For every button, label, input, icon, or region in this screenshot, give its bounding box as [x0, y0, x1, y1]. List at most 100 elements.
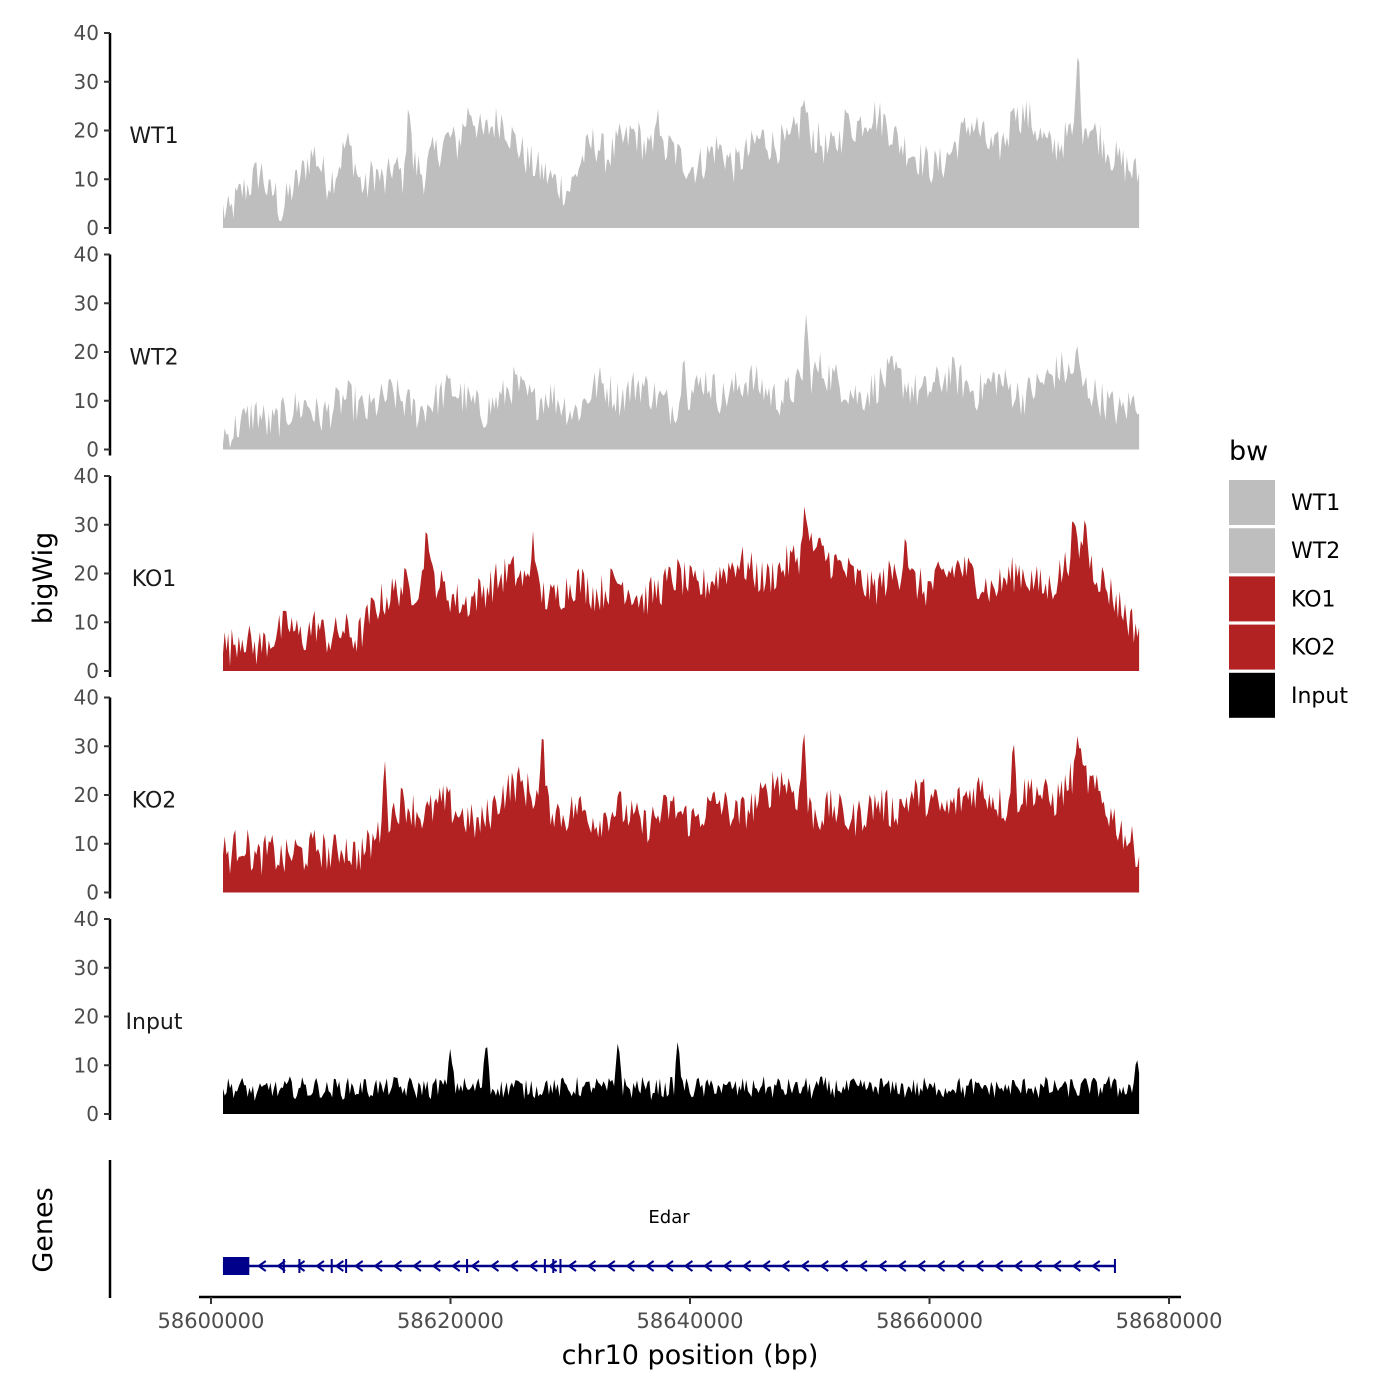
y-tick-label: 10 [74, 389, 99, 413]
y-tick-label: 20 [74, 1005, 99, 1029]
y-tick-label: 20 [74, 119, 99, 143]
gene-exon [222, 1257, 250, 1275]
strand-arrow [392, 1260, 403, 1272]
gene-exon [559, 1259, 562, 1273]
coverage-area-wt1 [223, 57, 1140, 228]
y-tick-label: 10 [74, 1053, 99, 1077]
strand-arrow [528, 1260, 538, 1272]
y-tick-label: 0 [86, 659, 99, 683]
y-tick-label: 0 [86, 216, 99, 240]
coverage-area-wt2 [223, 313, 1140, 450]
x-tick-label: 58680000 [1116, 1309, 1223, 1333]
y-tick-label: 30 [74, 291, 99, 315]
strand-arrow [722, 1260, 732, 1272]
legend-key-wt2 [1229, 528, 1275, 574]
strand-arrow [838, 1260, 849, 1272]
gene-exon [466, 1259, 469, 1273]
x-tick-label: 58620000 [397, 1309, 504, 1333]
strand-arrow [683, 1260, 694, 1272]
track-label: KO1 [132, 567, 177, 592]
strand-arrow [431, 1260, 441, 1272]
y-tick-label: 40 [74, 21, 99, 45]
strand-arrow [257, 1260, 267, 1272]
y-tick-label: 10 [74, 832, 99, 856]
x-tick-label: 58660000 [876, 1309, 983, 1333]
strand-arrow [955, 1260, 965, 1272]
strand-arrow [916, 1260, 926, 1272]
strand-arrow [567, 1260, 577, 1272]
y-tick-label: 10 [74, 167, 99, 191]
strand-arrow [858, 1260, 868, 1272]
strand-arrow [450, 1260, 461, 1272]
gene-exon [543, 1259, 546, 1273]
track-label: WT2 [129, 346, 178, 371]
y-tick-label: 0 [86, 438, 99, 462]
strand-arrow [664, 1260, 674, 1272]
strand-arrow [1032, 1260, 1043, 1272]
track-label: KO2 [132, 789, 177, 814]
legend: bw WT1 WT2 KO1 KO2 Input [1229, 436, 1348, 718]
strand-arrow [353, 1260, 364, 1272]
legend-key-input [1229, 672, 1275, 718]
strand-arrow [1052, 1260, 1062, 1272]
y-tick-label: 30 [74, 513, 99, 537]
y-tick-label: 30 [74, 70, 99, 94]
gene-exon [552, 1259, 555, 1273]
track-wt2: 0 10 20 30 40 WT2 [74, 243, 1140, 462]
legend-key-wt1 [1229, 480, 1275, 525]
x-tick-label: 58600000 [158, 1309, 265, 1333]
gene-exon [298, 1259, 301, 1273]
gene-name-label: Edar [648, 1207, 690, 1228]
strand-arrow [819, 1260, 829, 1272]
bigwig-tracks: 0 10 20 30 40 WT1 0 10 20 30 40 WT2 0 10 20 30 40 KO1 0 10 2… [74, 21, 1140, 1126]
strand-arrow [489, 1260, 500, 1272]
strand-arrow [761, 1260, 771, 1272]
gene-exon [282, 1259, 285, 1273]
y-tick-label: 20 [74, 562, 99, 586]
y-tick-label: 40 [74, 907, 99, 931]
x-tick-label: 58640000 [637, 1309, 744, 1333]
legend-label: KO1 [1291, 587, 1336, 612]
strand-arrow [547, 1260, 558, 1272]
x-axis-title: chr10 position (bp) [562, 1340, 819, 1371]
strand-arrow [1013, 1260, 1023, 1272]
legend-label: WT1 [1291, 491, 1340, 516]
strand-arrow [315, 1260, 325, 1272]
track-wt1: 0 10 20 30 40 WT1 [74, 21, 1140, 240]
y-tick-label: 40 [74, 243, 99, 267]
y-tick-label: 0 [86, 1102, 99, 1126]
strand-arrow [509, 1260, 519, 1272]
strand-arrow [1091, 1260, 1101, 1272]
legend-label: Input [1291, 684, 1348, 709]
y-tick-label: 30 [74, 956, 99, 980]
strand-arrow [800, 1260, 810, 1272]
y-axis-title: bigWig [28, 532, 59, 625]
strand-arrow [606, 1260, 616, 1272]
strand-arrow [994, 1260, 1004, 1272]
strand-arrow [295, 1260, 306, 1272]
track-label: WT1 [129, 124, 178, 149]
track-label: Input [126, 1010, 183, 1035]
gene-exon [330, 1259, 333, 1273]
strand-arrow [644, 1260, 655, 1272]
strand-arrow [935, 1260, 946, 1272]
coverage-area-ko1 [223, 506, 1140, 671]
strand-arrow [373, 1260, 383, 1272]
y-tick-label: 40 [74, 686, 99, 710]
y-tick-label: 40 [74, 464, 99, 488]
track-ko2: 0 10 20 30 40 KO2 [74, 686, 1140, 905]
y-tick-label: 20 [74, 340, 99, 364]
strand-arrow [741, 1260, 752, 1272]
legend-label: KO2 [1291, 636, 1336, 661]
track-ko1: 0 10 20 30 40 KO1 [74, 464, 1140, 683]
genes-axis-title: Genes [28, 1187, 59, 1272]
genes-track: Edar [108, 1160, 1116, 1298]
strand-arrow [1071, 1260, 1081, 1272]
strand-arrow [974, 1260, 984, 1272]
y-tick-label: 20 [74, 783, 99, 807]
strand-arrow [470, 1260, 480, 1272]
strand-arrow [625, 1260, 635, 1272]
strand-arrow [586, 1260, 597, 1272]
coverage-area-input [223, 1042, 1140, 1114]
